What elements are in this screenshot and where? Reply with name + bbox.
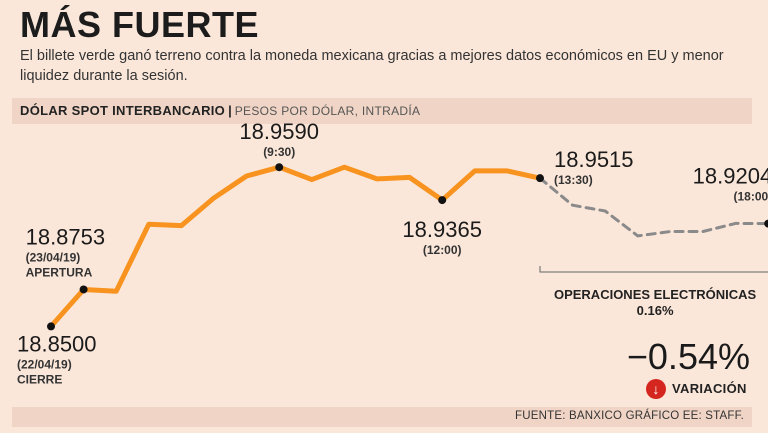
data-label-tag: CIERRE (17, 372, 62, 386)
data-label-time: (18:00) (734, 190, 768, 204)
change-value: −0.54% (626, 336, 750, 377)
electronic-bracket (539, 266, 768, 273)
data-point (79, 285, 88, 294)
data-label-time: (9:30) (263, 145, 295, 159)
data-label: 18.9515 (554, 147, 634, 172)
change-label: VARIACIÓN (672, 381, 747, 396)
chart-header: DÓLAR SPOT INTERBANCARIO | PESOS POR DÓLAR… (20, 103, 420, 118)
data-label: 18.8753 (26, 224, 106, 249)
down-arrow-icon: ↓ (646, 379, 666, 399)
subtitle: El billete verde ganó terreno contra la … (20, 48, 724, 84)
header-separator: | (228, 103, 232, 118)
data-point (536, 174, 544, 183)
page-title: MÁS FUERTE (20, 4, 259, 45)
data-point (47, 322, 55, 331)
electronic-pct: 0.16% (637, 303, 674, 318)
electronic-label: OPERACIONES ELECTRÓNICAS (554, 287, 757, 302)
data-label: 18.9365 (402, 217, 482, 242)
data-label-time: (23/04/19) (26, 250, 81, 264)
series-line-session (48, 164, 543, 329)
chart-unit: PESOS POR DÓLAR, INTRADÍA (234, 104, 421, 118)
chart-header-band (12, 98, 752, 124)
data-label: 18.9204 (693, 164, 768, 189)
data-label-tag: APERTURA (26, 265, 93, 279)
footer-source: FUENTE: BANXICO GRÁFICO EE: STAFF. (515, 410, 744, 422)
data-point (764, 219, 768, 228)
data-point (438, 196, 447, 205)
data-label-time: (12:00) (423, 243, 462, 257)
data-label-time: (13:30) (554, 173, 593, 187)
footer-band (12, 407, 752, 427)
data-label-time: (22/04/19) (17, 357, 72, 371)
data-label: 18.9590 (239, 119, 319, 144)
series-line-electronic (538, 176, 768, 238)
data-label: 18.8500 (17, 331, 97, 356)
chart-title: DÓLAR SPOT INTERBANCARIO (20, 103, 226, 118)
data-point (275, 163, 284, 172)
